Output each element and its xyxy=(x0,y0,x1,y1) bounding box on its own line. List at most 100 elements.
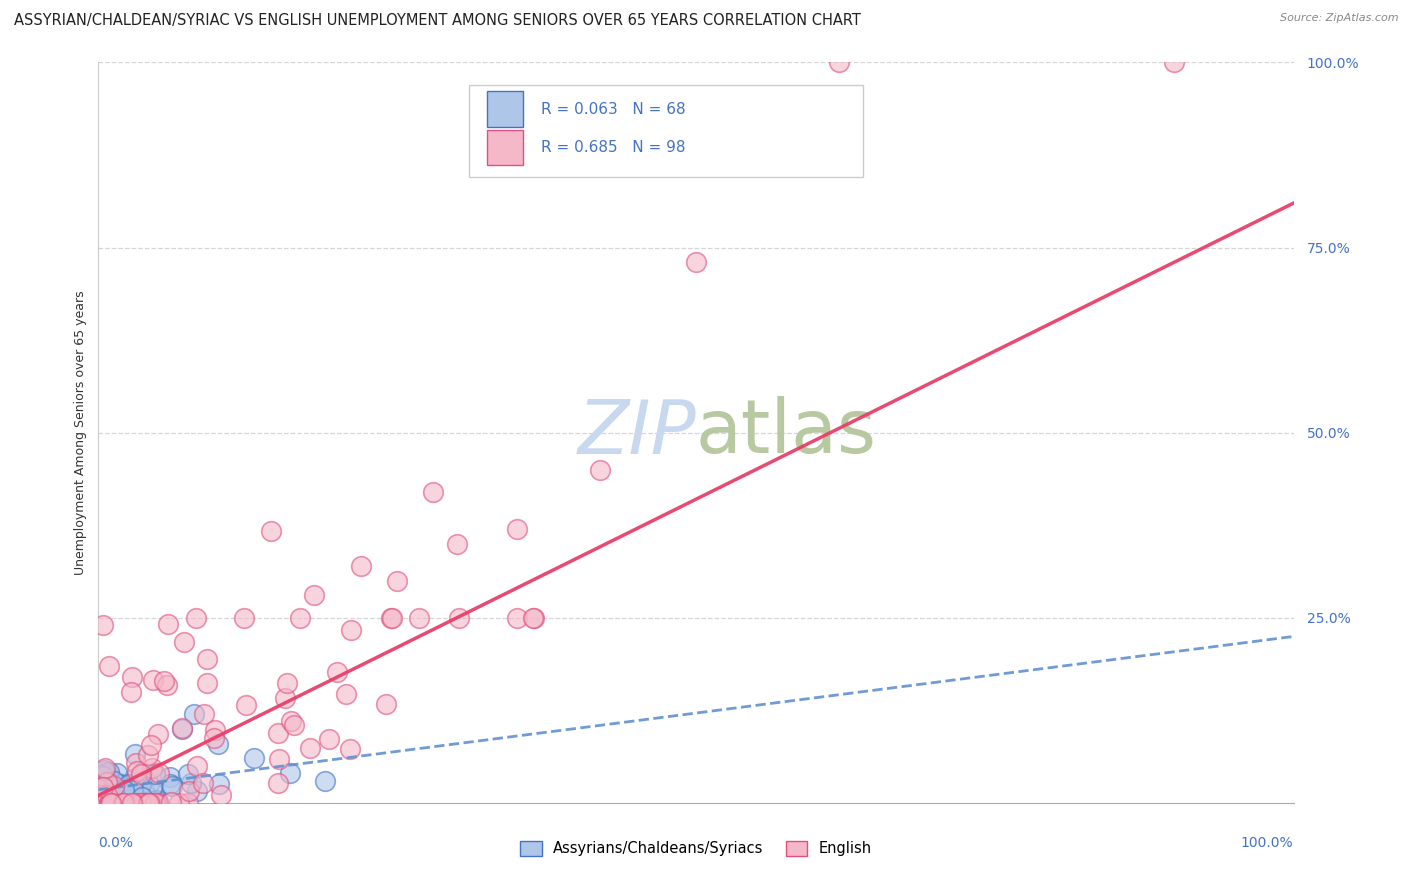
Point xyxy=(335,687,357,701)
Point xyxy=(129,796,152,810)
Point xyxy=(121,685,143,699)
Point xyxy=(98,796,121,810)
Point xyxy=(97,659,120,673)
Point xyxy=(446,536,468,550)
Point xyxy=(129,777,152,791)
Point xyxy=(326,665,349,680)
FancyBboxPatch shape xyxy=(470,85,863,178)
Point xyxy=(128,785,150,799)
Point xyxy=(155,678,177,692)
Point xyxy=(89,789,111,803)
Point xyxy=(91,796,114,810)
Point xyxy=(96,775,118,789)
Point xyxy=(235,698,257,712)
Point xyxy=(112,796,135,810)
Point xyxy=(131,790,153,805)
Point xyxy=(93,780,115,794)
Point xyxy=(146,727,169,741)
Point xyxy=(381,610,404,624)
Point xyxy=(267,726,290,740)
Point xyxy=(111,796,134,810)
Point xyxy=(105,766,128,780)
Point xyxy=(121,796,143,810)
Point xyxy=(121,782,143,797)
FancyBboxPatch shape xyxy=(486,130,523,165)
Point xyxy=(146,796,169,810)
Point xyxy=(350,558,373,573)
Point xyxy=(91,768,114,782)
Point xyxy=(90,796,112,810)
Point xyxy=(143,796,166,810)
Point xyxy=(111,790,134,805)
Text: ZIP: ZIP xyxy=(578,397,696,468)
Text: R = 0.063   N = 68: R = 0.063 N = 68 xyxy=(541,102,685,117)
Point xyxy=(280,714,302,728)
Point xyxy=(110,793,132,807)
Text: R = 0.685   N = 98: R = 0.685 N = 98 xyxy=(541,140,685,155)
Point xyxy=(127,764,149,778)
Point xyxy=(141,761,163,775)
Point xyxy=(449,610,471,624)
Point xyxy=(145,766,167,780)
Point xyxy=(131,796,153,810)
Point xyxy=(193,707,215,722)
Point xyxy=(274,691,297,706)
Point xyxy=(522,610,544,624)
Point xyxy=(1163,55,1185,70)
Point xyxy=(202,731,225,746)
Point xyxy=(98,786,121,800)
Point xyxy=(91,782,114,797)
Text: 0.0%: 0.0% xyxy=(98,836,134,850)
Point xyxy=(186,758,208,772)
Point xyxy=(136,796,159,810)
Point xyxy=(233,610,256,624)
Legend: Assyrians/Chaldeans/Syriacs, English: Assyrians/Chaldeans/Syriacs, English xyxy=(515,835,877,863)
Point xyxy=(299,741,322,756)
Point xyxy=(506,522,529,536)
Point xyxy=(93,767,115,781)
Point xyxy=(288,610,311,624)
Point xyxy=(135,796,157,810)
Point xyxy=(139,796,162,810)
Point xyxy=(122,772,145,786)
Point xyxy=(159,770,181,784)
Point xyxy=(302,589,325,603)
Point xyxy=(318,732,340,747)
Point xyxy=(125,756,148,770)
Point xyxy=(112,783,135,797)
Point xyxy=(90,768,112,782)
Point xyxy=(112,791,135,805)
Point xyxy=(118,779,141,793)
Point xyxy=(283,718,305,732)
Point xyxy=(127,794,149,808)
Point xyxy=(121,788,143,802)
Point xyxy=(523,610,546,624)
Point xyxy=(385,574,409,588)
Point xyxy=(195,652,218,666)
Point xyxy=(191,776,214,790)
Point xyxy=(276,676,298,690)
Text: Source: ZipAtlas.com: Source: ZipAtlas.com xyxy=(1281,13,1399,23)
Point xyxy=(112,796,135,810)
Point xyxy=(103,779,125,793)
Point xyxy=(91,617,114,632)
Point xyxy=(93,763,115,777)
Point xyxy=(148,796,170,810)
Point xyxy=(180,775,202,789)
Point xyxy=(129,767,152,781)
Point xyxy=(243,751,266,765)
Point xyxy=(107,790,129,805)
Point xyxy=(94,761,117,775)
Point xyxy=(339,742,361,756)
Point xyxy=(98,770,121,784)
Point xyxy=(98,796,121,810)
Point xyxy=(139,738,162,752)
Point xyxy=(89,779,111,793)
Point xyxy=(124,780,146,795)
Point xyxy=(91,783,114,797)
Point xyxy=(121,670,143,684)
Point xyxy=(138,777,160,791)
Point xyxy=(145,793,167,807)
Point xyxy=(828,55,851,70)
Point xyxy=(138,796,160,810)
